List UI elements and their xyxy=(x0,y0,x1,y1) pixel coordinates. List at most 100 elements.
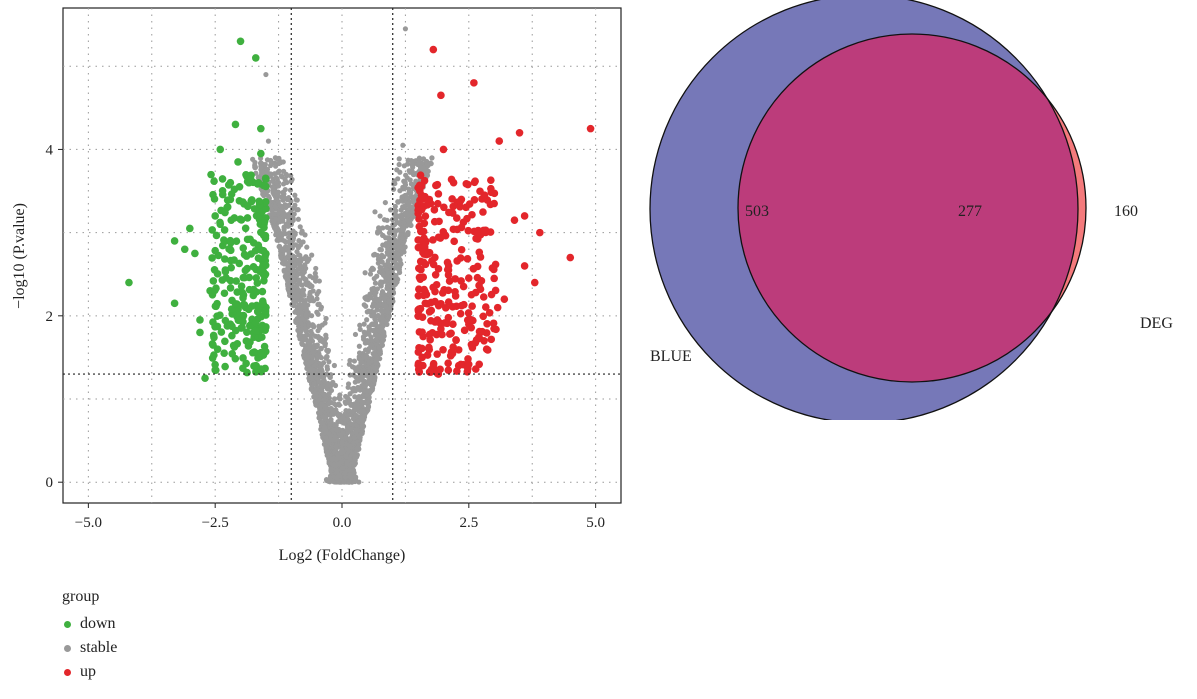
up-point xyxy=(469,264,478,273)
stable-point xyxy=(402,244,408,250)
stable-point xyxy=(356,343,362,349)
down-point xyxy=(262,204,270,213)
stable-point xyxy=(331,362,337,369)
up-point xyxy=(448,195,456,203)
up-point xyxy=(434,265,443,273)
stable-point xyxy=(288,198,294,204)
stable-point xyxy=(280,211,286,217)
stable-point xyxy=(325,347,332,354)
stable-point xyxy=(359,399,366,405)
stable-point xyxy=(373,336,379,343)
up-point xyxy=(448,302,457,311)
stable-point xyxy=(309,358,315,365)
up-point xyxy=(425,368,434,376)
up-point xyxy=(479,226,488,235)
stable-point xyxy=(299,228,305,234)
stable-point xyxy=(353,446,360,452)
stable-point xyxy=(378,283,384,289)
stable-point xyxy=(297,334,303,341)
venn-label-deg: DEG xyxy=(1140,315,1173,332)
stable-point xyxy=(378,247,385,253)
stable-point xyxy=(392,203,398,210)
stable-point xyxy=(307,284,313,290)
stable-point xyxy=(302,352,308,358)
stable-point xyxy=(367,291,373,297)
legend-dot-down xyxy=(64,620,71,628)
down-point xyxy=(239,354,247,362)
stable-point xyxy=(370,309,376,315)
stable-point xyxy=(298,310,305,316)
stable-point xyxy=(351,358,358,364)
stable-point xyxy=(286,230,292,236)
stable-point xyxy=(318,384,324,390)
down-point xyxy=(230,343,239,351)
down-point xyxy=(220,255,229,263)
stable-point xyxy=(372,375,378,382)
stable-point xyxy=(392,273,399,280)
stable-point xyxy=(262,161,268,168)
stable-point xyxy=(312,399,318,405)
down-point xyxy=(227,190,236,198)
down-point xyxy=(239,300,248,309)
up-point xyxy=(470,178,479,187)
stable-point xyxy=(382,199,388,206)
down-point xyxy=(255,197,263,206)
stable-point xyxy=(293,242,299,248)
stable-point xyxy=(377,265,383,271)
down-point xyxy=(223,203,232,211)
stable-point xyxy=(332,433,338,440)
stable-point xyxy=(397,188,403,194)
up-point xyxy=(485,308,494,317)
stable-point xyxy=(393,264,399,270)
up-point xyxy=(464,309,473,317)
stable-point xyxy=(303,327,309,333)
legend-label-down: down xyxy=(80,615,116,632)
up-point xyxy=(490,274,498,283)
stable-point xyxy=(379,316,385,322)
stable-point xyxy=(292,309,298,315)
stable-point xyxy=(336,455,342,461)
up-point xyxy=(566,253,575,262)
stable-point xyxy=(355,364,362,370)
up-point xyxy=(439,145,448,154)
stable-point xyxy=(356,479,362,485)
down-point xyxy=(258,333,266,341)
stable-point xyxy=(274,190,280,196)
stable-point xyxy=(333,422,339,428)
up-point xyxy=(440,203,448,212)
stable-point xyxy=(364,392,370,398)
stable-point xyxy=(272,155,279,161)
up-point xyxy=(445,330,454,338)
up-point xyxy=(418,328,426,337)
stable-point xyxy=(344,395,351,401)
stable-point xyxy=(385,298,392,304)
stable-point xyxy=(291,211,297,217)
stable-point xyxy=(319,420,325,426)
stable-point xyxy=(257,160,264,166)
stable-point xyxy=(276,244,282,250)
stable-point xyxy=(284,274,290,280)
stable-point xyxy=(356,394,362,400)
up-point xyxy=(464,274,473,282)
stable-point xyxy=(273,232,279,238)
stable-point xyxy=(348,426,354,432)
stable-point xyxy=(307,298,313,304)
up-point xyxy=(520,212,529,220)
up-point xyxy=(417,182,426,190)
legend-label-stable: stable xyxy=(80,639,118,656)
up-point xyxy=(444,271,453,279)
stable-point xyxy=(340,414,346,421)
down-point xyxy=(250,348,259,356)
stable-point xyxy=(260,191,266,197)
stable-point xyxy=(276,237,282,243)
stable-point xyxy=(322,397,328,404)
stable-point xyxy=(304,244,310,250)
stable-point xyxy=(366,360,372,366)
stable-point xyxy=(352,331,359,338)
stable-point xyxy=(294,249,300,255)
stable-point xyxy=(388,207,394,213)
stable-point xyxy=(324,364,330,370)
stable-point xyxy=(293,284,299,290)
x-tick-label: 2.5 xyxy=(459,515,478,531)
stable-point xyxy=(367,271,374,277)
